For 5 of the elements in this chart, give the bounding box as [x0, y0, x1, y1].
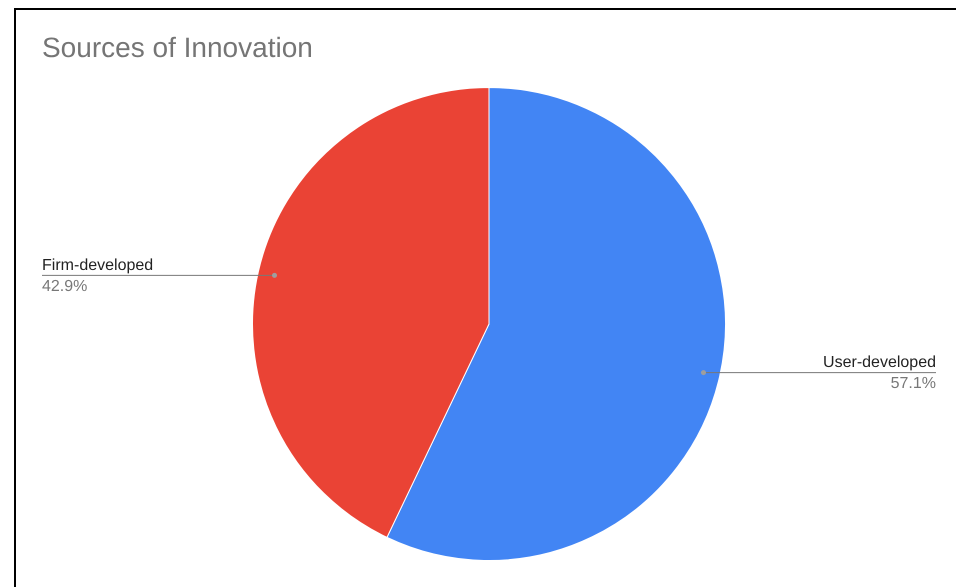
slice-label: Firm-developed [42, 256, 154, 274]
data-label: 42.9% [42, 278, 88, 295]
data-label: 57.1% [890, 375, 936, 392]
chart-title: Sources of Innovation [42, 32, 313, 64]
slice-label: User-developed [823, 354, 936, 372]
